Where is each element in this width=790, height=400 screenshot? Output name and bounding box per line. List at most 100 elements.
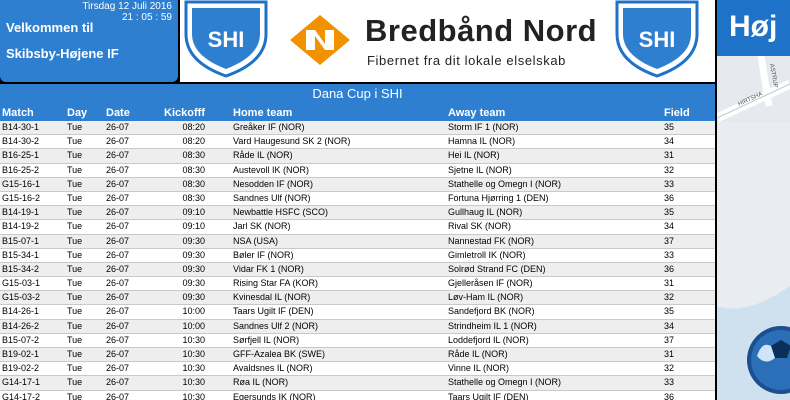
street-label-astrup: ASTRUP — [768, 63, 778, 88]
cell-kickoff: 10:00 — [182, 306, 205, 317]
cell-home-team: Sandnes Ulf 2 (NOR) — [233, 320, 319, 331]
cell-home-team: Rising Star FA (KOR) — [233, 278, 319, 289]
cell-home-team: Røa IL (NOR) — [233, 377, 289, 388]
cell-date: 26-07 — [106, 150, 130, 161]
welcome-text: Velkommen til — [6, 20, 94, 35]
cell-match: B15-34-1 — [2, 249, 40, 260]
cell-home-team: NSA (USA) — [233, 235, 279, 246]
cell-home-team: Bøler IF (NOR) — [233, 249, 294, 260]
table-row: B15-34-2 Tue 26-07 09:30 Vidar FK 1 (NOR) Sol… — [0, 262, 715, 278]
cell-kickoff: 09:10 — [182, 221, 205, 232]
cell-day: Tue — [67, 278, 83, 289]
cell-kickoff: 08:30 — [182, 150, 205, 161]
table-row: G15-03-2 Tue 26-07 09:30 Kvinesdal IL (NOR) L… — [0, 291, 715, 306]
cell-match: B14-30-1 — [2, 122, 40, 132]
cell-day: Tue — [67, 363, 83, 374]
info-panel: Tirsdag 12 Juli 2016 21 : 05 : 59 Velkom… — [0, 0, 178, 82]
cell-away-team: Fortuna Hjørring 1 (DEN) — [448, 192, 549, 203]
cell-field: 31 — [664, 349, 675, 359]
cell-day: Tue — [67, 249, 83, 260]
cell-field: 35 — [664, 207, 675, 218]
cell-home-team: Vidar FK 1 (NOR) — [233, 263, 304, 274]
cell-field: 33 — [664, 178, 675, 189]
cell-home-team: Newbattle HSFC (SCO) — [233, 207, 329, 218]
cell-away-team: Storm IF 1 (NOR) — [448, 122, 519, 132]
col-day: Day — [67, 107, 88, 119]
cell-day: Tue — [67, 207, 83, 218]
cell-home-team: Sandnes Ulf (NOR) — [233, 192, 311, 203]
schedule-title: Dana Cup i SHI — [0, 84, 715, 104]
cell-field: 34 — [664, 221, 675, 232]
map-panel: Høj ASTRUP HIRTSHA — [717, 0, 790, 400]
cell-away-team: Loddefjord IL (NOR) — [448, 334, 529, 345]
col-home-team: Home team — [233, 107, 293, 119]
cell-field: 32 — [664, 164, 675, 175]
cell-away-team: Hamna IL (NOR) — [448, 136, 516, 147]
cell-away-team: Gullhaug IL (NOR) — [448, 207, 523, 218]
cell-away-team: Rival SK (NOR) — [448, 221, 512, 232]
cell-match: G14-17-2 — [2, 391, 41, 400]
cell-field: 33 — [664, 249, 675, 260]
cell-away-team: Hei IL (NOR) — [448, 150, 500, 161]
table-row: B19-02-2 Tue 26-07 10:30 Avaldsnes IL (NOR) V… — [0, 362, 715, 377]
cell-field: 36 — [664, 391, 675, 400]
cell-away-team: Løv-Ham IL (NOR) — [448, 292, 524, 303]
cell-date: 26-07 — [106, 363, 130, 374]
cell-day: Tue — [67, 235, 83, 246]
cell-kickoff: 09:10 — [182, 207, 205, 218]
col-field: Field — [664, 107, 690, 119]
cell-kickoff: 08:20 — [182, 122, 205, 132]
cell-away-team: Sjetne IL (NOR) — [448, 164, 512, 175]
cell-match: G15-03-1 — [2, 278, 41, 289]
cell-match: B14-19-1 — [2, 207, 40, 218]
cell-home-team: Nesodden IF (NOR) — [233, 178, 314, 189]
cell-day: Tue — [67, 122, 83, 132]
cell-kickoff: 10:00 — [182, 320, 205, 331]
cell-date: 26-07 — [106, 249, 130, 260]
table-row: B14-19-2 Tue 26-07 09:10 Jarl SK (NOR) Rival … — [0, 220, 715, 235]
cell-date: 26-07 — [106, 292, 130, 303]
cell-day: Tue — [67, 377, 83, 388]
table-row: B14-19-1 Tue 26-07 09:10 Newbattle HSFC (SCO… — [0, 206, 715, 221]
table-row: G15-16-1 Tue 26-07 08:30 Nesodden IF (NOR) St… — [0, 177, 715, 192]
cell-field: 35 — [664, 306, 675, 317]
cell-match: B16-25-1 — [2, 150, 40, 161]
cell-day: Tue — [67, 263, 83, 274]
cell-field: 36 — [664, 263, 675, 274]
cell-kickoff: 08:30 — [182, 178, 205, 189]
cell-away-team: Nannestad FK (NOR) — [448, 235, 535, 246]
cell-date: 26-07 — [106, 164, 130, 175]
cell-away-team: Råde IL (NOR) — [448, 349, 508, 359]
cell-date: 26-07 — [106, 349, 130, 359]
cell-field: 35 — [664, 122, 675, 132]
shi-shield-logo-right: SHI — [615, 0, 699, 78]
cell-home-team: Jarl SK (NOR) — [233, 221, 291, 232]
cell-match: G15-03-2 — [2, 292, 41, 303]
cell-date: 26-07 — [106, 122, 130, 132]
cell-home-team: GFF-Azalea BK (SWE) — [233, 349, 326, 359]
match-schedule: Dana Cup i SHI Match Day Date Kickofff H… — [0, 84, 715, 400]
table-header: Match Day Date Kickofff Home team Away t… — [0, 104, 715, 121]
cell-date: 26-07 — [106, 263, 130, 274]
cell-kickoff: 09:30 — [182, 235, 205, 246]
cell-away-team: Stathelle og Omegn I (NOR) — [448, 377, 562, 388]
street-map: ASTRUP HIRTSHA — [717, 56, 790, 400]
cell-field: 31 — [664, 278, 675, 289]
cell-field: 31 — [664, 150, 675, 161]
cell-day: Tue — [67, 334, 83, 345]
table-row: B16-25-1 Tue 26-07 08:30 Råde IL (NOR) Hei IL… — [0, 149, 715, 164]
cell-home-team: Råde IL (NOR) — [233, 150, 293, 161]
cell-match: G14-17-1 — [2, 377, 41, 388]
cell-date: 26-07 — [106, 334, 130, 345]
cell-day: Tue — [67, 320, 83, 331]
cell-kickoff: 10:30 — [182, 334, 205, 345]
table-row: B14-26-1 Tue 26-07 10:00 Taars Ugilt IF (DEN… — [0, 305, 715, 320]
cell-day: Tue — [67, 150, 83, 161]
col-date: Date — [106, 107, 130, 119]
cell-day: Tue — [67, 136, 83, 147]
cell-kickoff: 09:30 — [182, 249, 205, 260]
current-date: Tirsdag 12 Juli 2016 — [82, 1, 172, 12]
cell-kickoff: 08:20 — [182, 136, 205, 147]
cell-away-team: Taars Ugilt IF (DEN) — [448, 391, 529, 400]
table-row: G15-16-2 Tue 26-07 08:30 Sandnes Ulf (NOR) Fo… — [0, 191, 715, 207]
